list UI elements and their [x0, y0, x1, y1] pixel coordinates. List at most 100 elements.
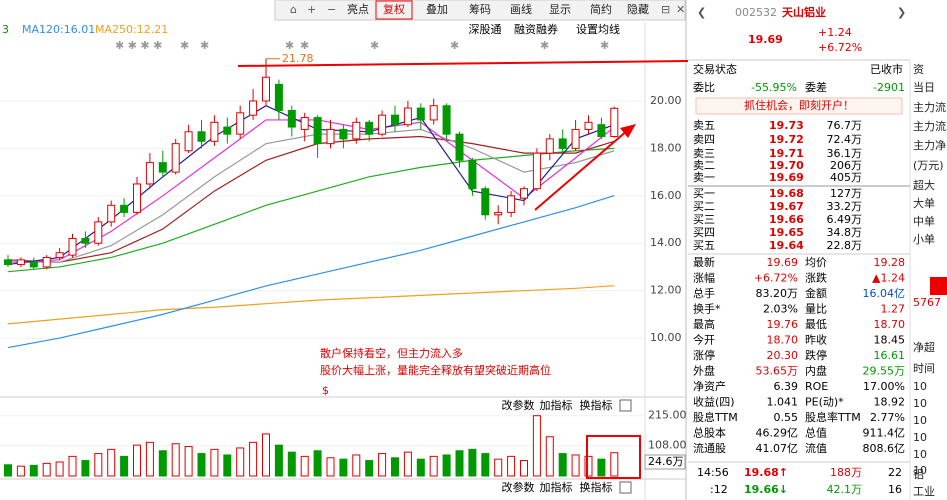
- y-tick-label: 10.00: [650, 331, 682, 344]
- volume-tool[interactable]: 加指标: [540, 398, 573, 412]
- chart-button[interactable]: 设置均线: [576, 22, 620, 36]
- zoom-out-icon[interactable]: −: [327, 3, 336, 16]
- side-text: 净超: [913, 340, 935, 354]
- side-text: 当日: [913, 80, 935, 94]
- stat-value: 19.69: [767, 256, 799, 269]
- toolbar-button[interactable]: 显示: [549, 3, 571, 16]
- book-volume: 72.4万: [827, 133, 863, 146]
- candle-body: [145, 162, 154, 185]
- side-text: 10: [913, 464, 927, 477]
- prev-stock[interactable]: ❮: [697, 6, 706, 19]
- toolbar-button[interactable]: 复权: [383, 2, 405, 16]
- stat-value: 911.4亿: [863, 427, 906, 440]
- stat-label: 收益(四): [693, 395, 735, 409]
- candle-body: [313, 117, 322, 145]
- zoom-in-icon[interactable]: +: [307, 3, 316, 16]
- stat-value: 16.04亿: [863, 287, 906, 300]
- wc: -2901: [873, 81, 905, 94]
- flow-bar: [930, 277, 947, 295]
- volume-tool[interactable]: 换指标: [580, 480, 613, 494]
- candle-body: [352, 121, 361, 140]
- side-text: 大单: [913, 196, 935, 210]
- toolbar-button[interactable]: 亮点: [347, 2, 369, 16]
- home-icon[interactable]: ⌂: [290, 3, 297, 16]
- candle-body: [571, 128, 580, 149]
- stars: ✱ ✱ ✱ ✱ ✱ ✱ ✱ ✱ ✱ ✱ ✱ ✱: [115, 39, 609, 52]
- volume-bar: [520, 460, 528, 477]
- candle-body: [455, 133, 464, 161]
- red-box: [586, 435, 641, 479]
- high-label: 21.78: [282, 52, 314, 65]
- volume-tool[interactable]: 改参数: [502, 480, 535, 494]
- volume-bar: [378, 453, 387, 477]
- stat-value: 53.65万: [756, 365, 799, 378]
- toolbar-button[interactable]: 隐藏: [627, 3, 649, 16]
- volume-tool[interactable]: 改参数: [502, 398, 535, 412]
- candle-body: [81, 237, 90, 244]
- book-price: 19.70: [769, 159, 804, 172]
- book-volume: 33.2万: [827, 200, 863, 213]
- banner[interactable]: 抓住机会，即刻开户！: [744, 98, 854, 112]
- toolbar-button[interactable]: 叠加: [426, 3, 448, 16]
- volume-bar: [455, 450, 464, 477]
- y-tick-label: 20.00: [650, 94, 682, 107]
- volume-bar: [68, 455, 77, 477]
- volume-bar: [545, 436, 554, 477]
- candle-body: [391, 114, 399, 126]
- book-price: 19.68: [769, 187, 804, 200]
- status: 已收市: [870, 62, 903, 76]
- annotation: 股价大幅上涨，量能完全释放有望突破近期高位: [320, 363, 551, 377]
- side-text: 主力流: [913, 119, 946, 133]
- side-text: 时间: [913, 362, 935, 375]
- candle-body: [584, 121, 593, 130]
- change: +1.24: [818, 26, 852, 39]
- candle-body: [287, 109, 296, 128]
- close-box[interactable]: [619, 481, 632, 494]
- banner-box[interactable]: [695, 97, 903, 115]
- close-icon[interactable]: ✕: [676, 3, 685, 16]
- toolbar: [274, 0, 686, 21]
- stat-value: 19.28: [874, 256, 906, 269]
- volume-bar: [352, 454, 361, 477]
- book-price: 19.69: [769, 171, 804, 184]
- last-volume-box: [644, 454, 686, 470]
- candle-body: [184, 131, 193, 152]
- volume-tool[interactable]: 加指标: [540, 480, 573, 494]
- window-icon[interactable]: ⊟: [661, 3, 670, 16]
- svg-text:✱: ✱: [200, 39, 209, 52]
- stock-code: 002532: [735, 6, 777, 19]
- toolbar-button[interactable]: 画线: [510, 2, 532, 16]
- volume-bar: [287, 451, 296, 477]
- stat-value: 2.03%: [763, 303, 798, 316]
- volume-tool[interactable]: 换指标: [580, 398, 613, 412]
- tick-vol: 42.1万: [827, 483, 863, 496]
- toolbar-button[interactable]: 简约: [590, 2, 612, 16]
- candle-body: [545, 138, 554, 154]
- book-price: 19.66: [769, 213, 804, 226]
- next-stock[interactable]: ❯: [897, 6, 906, 19]
- candle-body: [223, 126, 232, 135]
- book-label: 卖四: [693, 133, 715, 146]
- annotation: $: [322, 384, 329, 397]
- y-tick-label: 18.00: [650, 141, 682, 154]
- toolbar-button[interactable]: 筹码: [469, 2, 491, 16]
- stat-label: 流值: [805, 441, 827, 455]
- candle-body: [249, 100, 258, 116]
- close-box[interactable]: [619, 399, 632, 412]
- side-text: 超大: [913, 178, 935, 192]
- stat-label: 内盘: [805, 364, 827, 378]
- volume-bar: [171, 443, 180, 477]
- volume-bar: [313, 450, 322, 477]
- candle-body: [558, 138, 567, 149]
- candle-body: [300, 117, 309, 130]
- chart-button[interactable]: 深股通: [469, 23, 502, 36]
- stat-value: 16.61: [874, 349, 906, 362]
- ma250-label: MA250:12.21: [95, 23, 168, 36]
- volume-bar: [468, 448, 477, 477]
- chart-button[interactable]: 融资融券: [514, 22, 558, 36]
- volume-bar: [120, 455, 129, 477]
- side-text: 铝: [913, 467, 924, 481]
- candle-body: [262, 76, 270, 102]
- stat-value: 1.041: [767, 396, 799, 409]
- side-text: 主力流: [913, 100, 946, 114]
